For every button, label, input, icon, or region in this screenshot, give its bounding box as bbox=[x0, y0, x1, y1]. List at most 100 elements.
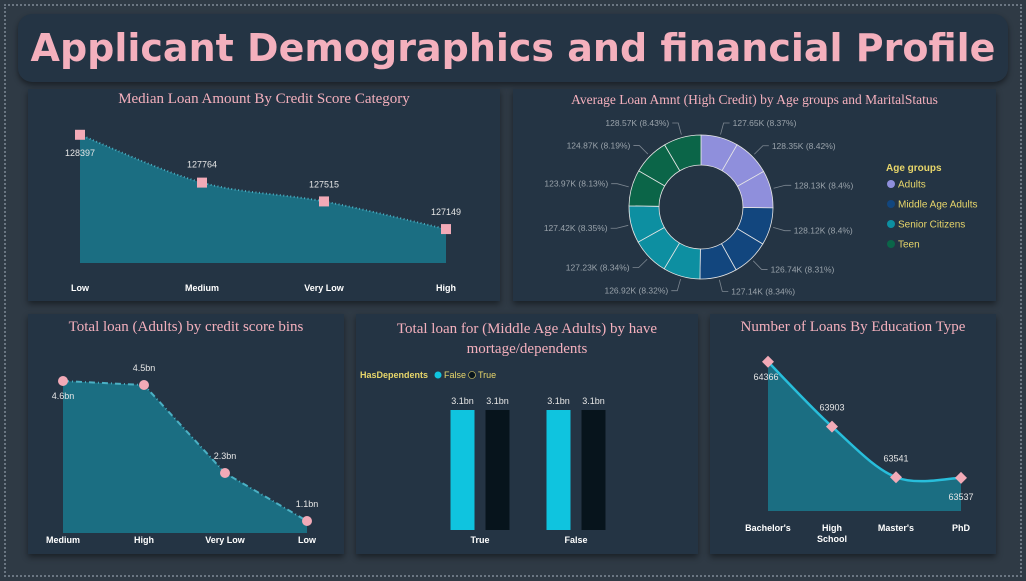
data-label: 127764 bbox=[187, 160, 217, 170]
x-tick-label: PhD bbox=[952, 523, 971, 533]
x-tick-label: Very Low bbox=[304, 283, 345, 293]
data-point bbox=[319, 196, 329, 207]
data-point bbox=[890, 471, 902, 484]
middle-age-loan-panel[interactable]: Total loan for (Middle Age Adults) by ha… bbox=[356, 314, 698, 554]
x-tick-label: Master's bbox=[878, 523, 914, 533]
data-label: 126.74K (8.31%) bbox=[771, 264, 835, 274]
median-loan-panel[interactable]: Median Loan Amount By Credit Score Categ… bbox=[28, 89, 500, 301]
x-tick-label: Medium bbox=[46, 535, 80, 545]
leader-line bbox=[611, 183, 629, 188]
data-label: 63903 bbox=[819, 403, 844, 413]
x-tick-label: High bbox=[822, 523, 842, 533]
legend-marker bbox=[887, 240, 895, 248]
data-label: 3.1bn bbox=[451, 396, 474, 406]
data-label: 3.1bn bbox=[547, 396, 570, 406]
data-label: 127.42K (8.35%) bbox=[544, 223, 608, 233]
education-loans-panel[interactable]: Number of Loans By Education Type 64366 6… bbox=[710, 314, 996, 554]
leader-line bbox=[773, 227, 791, 232]
data-label: 4.5bn bbox=[133, 363, 156, 373]
data-label: 1.1bn bbox=[296, 499, 319, 509]
legend-title: HasDependents bbox=[360, 370, 428, 380]
leader-line bbox=[720, 122, 730, 135]
data-label: 3.1bn bbox=[582, 396, 605, 406]
chart-title: Average Loan Amnt (High Credit) by Age g… bbox=[571, 92, 938, 107]
median-loan-chart: 128397 127764 127515 127149 Low Medium Very Lo… bbox=[65, 129, 461, 293]
data-point bbox=[826, 420, 838, 433]
data-point bbox=[220, 468, 230, 478]
chart-title: Total loan for (Middle Age Adults) by ha… bbox=[396, 321, 658, 357]
legend-marker bbox=[887, 200, 895, 208]
data-label: 63537 bbox=[948, 492, 973, 502]
bar bbox=[485, 410, 510, 530]
legend-item: Teen bbox=[898, 240, 920, 251]
legend-marker bbox=[887, 220, 895, 228]
data-label: 128.13K (8.4%) bbox=[794, 180, 853, 190]
legend-item: Senior Citizens bbox=[898, 220, 965, 231]
data-label: 63541 bbox=[883, 453, 908, 463]
data-label: 126.92K (8.32%) bbox=[604, 286, 668, 296]
data-label: 64366 bbox=[753, 372, 778, 382]
leader-line bbox=[610, 224, 629, 229]
age-group-donut-chart: 127.65K (8.37%) 128.35K (8.42%) 128.13K (8… bbox=[544, 118, 978, 296]
data-label: 2.3bn bbox=[214, 451, 237, 461]
legend-item: Middle Age Adults bbox=[898, 200, 978, 211]
data-label: 127515 bbox=[309, 179, 339, 189]
leader-line bbox=[671, 279, 681, 292]
x-tick-label: Low bbox=[71, 283, 90, 293]
bar bbox=[546, 410, 571, 530]
title-bar: Applicant Demographics and financial Pro… bbox=[18, 14, 1008, 82]
x-tick-label: True bbox=[470, 535, 489, 545]
data-label: 3.1bn bbox=[486, 396, 509, 406]
donut-slice bbox=[664, 134, 702, 172]
area-fill bbox=[63, 381, 307, 533]
data-label: 128.12K (8.4%) bbox=[794, 226, 853, 236]
x-tick-label: False bbox=[564, 535, 587, 545]
data-point bbox=[762, 355, 774, 368]
legend-marker bbox=[468, 371, 476, 379]
x-tick-label: Bachelor's bbox=[745, 523, 791, 533]
avg-loan-age-panel[interactable]: Average Loan Amnt (High Credit) by Age g… bbox=[513, 89, 996, 301]
legend-marker bbox=[887, 180, 895, 188]
data-label: 128.57K (8.43%) bbox=[605, 118, 669, 128]
data-label: 127149 bbox=[431, 207, 461, 217]
data-label: 127.14K (8.34%) bbox=[731, 286, 795, 296]
x-tick-label: Low bbox=[298, 535, 317, 545]
data-label: 4.6bn bbox=[52, 391, 75, 401]
dependents-bar-chart: HasDependents False True 3.1bn 3.1bn True 3.1b… bbox=[360, 370, 606, 545]
bar bbox=[450, 410, 475, 530]
legend-item: Adults bbox=[898, 180, 926, 191]
x-tick-label: Very Low bbox=[205, 535, 246, 545]
chart-title: Number of Loans By Education Type bbox=[740, 319, 966, 335]
legend-item: True bbox=[478, 370, 496, 380]
leader-line bbox=[754, 145, 769, 155]
education-loans-chart: 64366 63903 63541 63537 Bachelor's HighSchool… bbox=[745, 355, 974, 544]
data-label: 128397 bbox=[65, 148, 95, 158]
chart-title: Median Loan Amount By Credit Score Categ… bbox=[118, 91, 410, 107]
data-point bbox=[197, 177, 207, 188]
adults-loan-chart: 4.6bn 4.5bn 2.3bn 1.1bn Medium High Very Low Lo… bbox=[46, 363, 319, 545]
data-label: 123.97K (8.13%) bbox=[544, 179, 608, 189]
leader-line bbox=[632, 258, 648, 269]
data-point bbox=[139, 380, 149, 390]
leader-line bbox=[718, 279, 729, 292]
bar bbox=[581, 410, 606, 530]
data-point bbox=[75, 129, 85, 140]
series-line bbox=[767, 360, 962, 483]
series-line bbox=[62, 380, 308, 522]
data-point bbox=[441, 224, 451, 235]
data-label: 127.23K (8.34%) bbox=[566, 263, 630, 273]
legend-item: False bbox=[444, 370, 466, 380]
area-fill bbox=[768, 361, 961, 511]
data-point bbox=[58, 376, 68, 386]
leader-line bbox=[752, 260, 768, 270]
adults-loan-panel[interactable]: Total loan (Adults) by credit score bins… bbox=[28, 314, 344, 554]
chart-title: Total loan (Adults) by credit score bins bbox=[68, 319, 304, 335]
data-label: 128.35K (8.42%) bbox=[772, 141, 836, 151]
x-tick-label: High bbox=[436, 283, 456, 293]
series-line bbox=[79, 133, 447, 231]
data-point bbox=[955, 471, 967, 484]
page-title: Applicant Demographics and financial Pro… bbox=[30, 26, 996, 70]
legend-title: Age groups bbox=[886, 163, 942, 174]
dashboard-frame bbox=[4, 4, 1022, 577]
area-fill bbox=[80, 134, 446, 263]
